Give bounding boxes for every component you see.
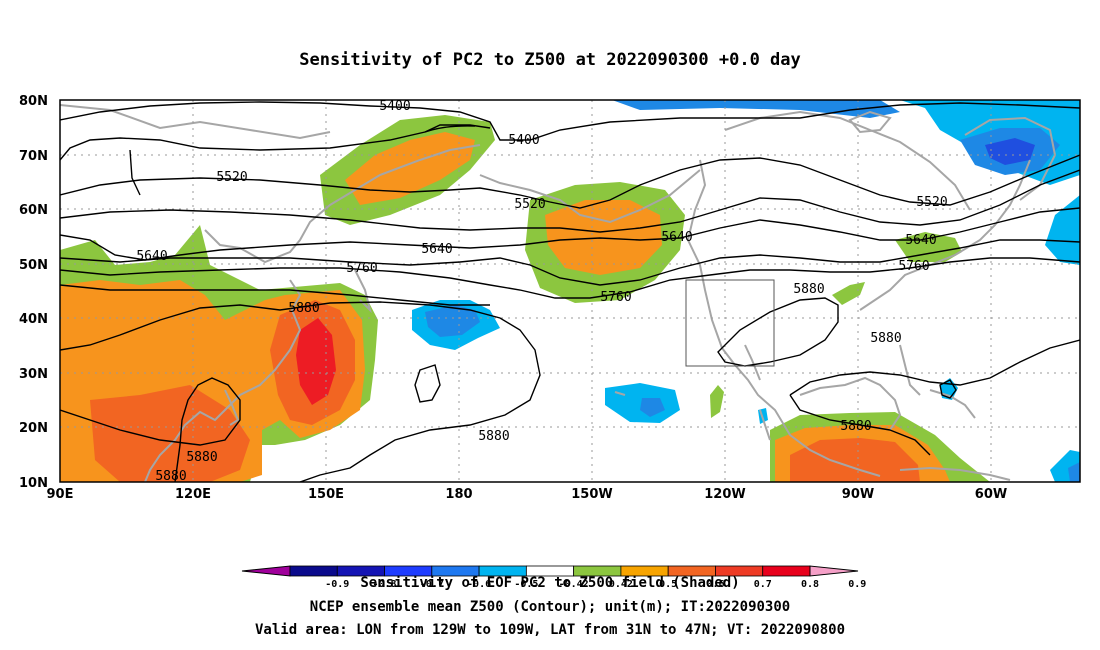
contour-label: 5880 [478, 429, 509, 444]
contour-label: 5520 [216, 170, 247, 185]
shaded-field [60, 100, 1080, 482]
contour-label: 5760 [346, 261, 377, 276]
lon-tick-label: 180 [445, 487, 472, 502]
contour-label: 5400 [379, 99, 410, 114]
axis-ticks: 90E 120E 150E 180 150W 120W 90W 60W 80N 70N 60N 50N… [19, 94, 1007, 502]
colorbar-tick-label: 0.7 [754, 579, 772, 590]
contour-label: 5880 [840, 419, 871, 434]
contour-label: 5640 [661, 230, 692, 245]
contour-label: 5640 [905, 233, 936, 248]
contour-label: 5880 [870, 331, 901, 346]
lon-tick-label: 120W [704, 487, 745, 502]
z500-contours [60, 101, 1080, 482]
caption-valid-area: Valid area: LON from 129W to 109W, LAT f… [254, 622, 845, 638]
caption-contours: NCEP ensemble mean Z500 (Contour); unit(… [309, 599, 791, 615]
colorbar-tick-label: -0.8 [372, 579, 396, 590]
contour-label: 5760 [898, 259, 929, 274]
lon-tick-label: 150W [571, 487, 612, 502]
lon-tick-label: 60W [975, 487, 1007, 502]
contour-labels: 5400 5400 5520 5520 5520 5640 5640 5640 5640 5760… [136, 99, 947, 484]
lon-tick-label: 90E [47, 487, 74, 502]
colorbar-tick-label: -0.7 [420, 579, 444, 590]
lat-tick-label: 60N [19, 203, 48, 218]
lat-tick-label: 40N [19, 312, 48, 327]
lat-tick-label: 20N [19, 421, 48, 436]
contour-label: 5640 [136, 249, 167, 264]
lat-tick-label: 50N [19, 258, 48, 273]
shade-blue-arctic-strip [612, 100, 900, 118]
shade-green-mex [710, 385, 724, 418]
shade-darkorange-asia [90, 385, 250, 482]
shade-darkblue-greenland [985, 138, 1035, 165]
contour-label: 5880 [155, 469, 186, 484]
shade-green-lakes [832, 282, 865, 305]
lat-tick-label: 30N [19, 367, 48, 382]
valid-area-box [685, 279, 775, 367]
shade-orange-npac [345, 132, 475, 205]
contour-label: 5760 [600, 290, 631, 305]
colorbar-tick-label: 0.6 [706, 579, 724, 590]
map-frame [59, 99, 1081, 483]
lon-tick-label: 150E [308, 487, 344, 502]
coastlines [60, 104, 1057, 482]
colorbar-tick-label: 0.42 [609, 579, 633, 590]
colorbar-high-arrow [809, 565, 859, 577]
contour-label: 5520 [514, 197, 545, 212]
colorbar-tick-label: -0.9 [325, 579, 349, 590]
contour-label: 5880 [793, 282, 824, 297]
lon-tick-label: 90W [842, 487, 874, 502]
lat-tick-label: 10N [19, 476, 48, 491]
shade-midblue-tropatl [1068, 462, 1080, 482]
colorbar-tick-label: 0.5 [659, 579, 677, 590]
graticule [60, 100, 1080, 482]
colorbar: -0.9 -0.8 -0.7 -0.6 -0.5 -0.42 0.42 0.5 0.6 0.7 0.… [241, 565, 866, 590]
shade-midblue-npac [425, 305, 480, 337]
colorbar-tick-label: -0.42 [559, 579, 589, 590]
chart-title: Sensitivity of PC2 to Z500 at 2022090300… [299, 50, 801, 70]
lat-tick-label: 80N [19, 94, 48, 109]
colorbar-tick-label: -0.5 [514, 579, 538, 590]
shade-darkorange-camerica [790, 438, 920, 482]
shade-blue-atlantic [1045, 195, 1080, 265]
contour-label: 5880 [186, 450, 217, 465]
colorbar-tick-label: 0.9 [848, 579, 866, 590]
contour-label: 5520 [916, 195, 947, 210]
lat-tick-label: 70N [19, 149, 48, 164]
contour-label: 5880 [288, 301, 319, 316]
lon-tick-label: 120E [175, 487, 211, 502]
shade-midblue-hawaii [640, 398, 665, 417]
contour-label: 5400 [508, 133, 539, 148]
caption-shading: Sensitivity of EOF PC2 to Z500 field (Sh… [360, 575, 740, 591]
shade-blue-arctic [612, 100, 1080, 185]
colorbar-tick-label: -0.6 [467, 579, 491, 590]
contour-label: 5640 [421, 242, 452, 257]
colorbar-tick-label: 0.8 [801, 579, 819, 590]
